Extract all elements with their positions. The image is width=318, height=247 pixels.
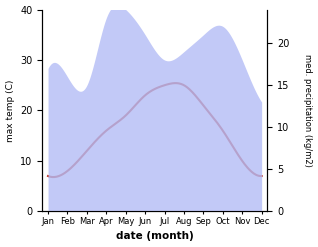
Y-axis label: max temp (C): max temp (C) [5,79,15,142]
Y-axis label: med. precipitation (kg/m2): med. precipitation (kg/m2) [303,54,313,167]
X-axis label: date (month): date (month) [116,231,194,242]
